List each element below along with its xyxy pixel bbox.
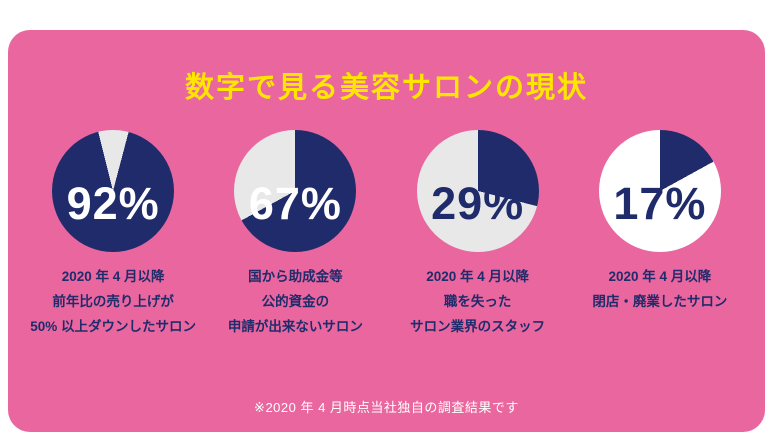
pie-wrap: 29% [416, 130, 539, 252]
caption-line: 公的資金の [261, 293, 330, 309]
chart-block-sales-down: 92% 2020 年 4 月以降 前年比の売り上げが 50% 以上ダウンしたサロ… [22, 130, 204, 340]
caption-line: 2020 年 4 月以降 [61, 269, 165, 284]
chart-caption: 2020 年 4 月以降 職を失った サロン業界のスタッフ [410, 265, 545, 340]
caption-line: 職を失った [443, 293, 512, 309]
caption-line: サロン業界のスタッフ [410, 318, 546, 334]
page-title: 数字で見る美容サロンの現状 [184, 72, 588, 104]
chart-block-no-subsidy: 67% 国から助成金等 公的資金の 申請が出来ないサロン [204, 130, 386, 340]
infographic-card: 数字で見る美容サロンの現状 92% 2020 年 4 月以降 前年比の売り上げが… [8, 30, 765, 432]
charts-row: 92% 2020 年 4 月以降 前年比の売り上げが 50% 以上ダウンしたサロ… [8, 130, 765, 340]
pie-wrap: 67% [234, 130, 357, 252]
caption-line: 50% 以上ダウンしたサロン [30, 318, 197, 334]
pie-17-percent [598, 130, 721, 252]
caption-line: 2020 年 4 月以降 [608, 269, 712, 284]
percent-label: 29% [431, 178, 525, 230]
chart-caption: 2020 年 4 月以降 閉店・廃業したサロン [592, 265, 727, 315]
pie-wrap: 92% [52, 130, 175, 252]
caption-line: 申請が出来ないサロン [227, 318, 363, 334]
percent-label: 92% [66, 178, 160, 230]
chart-block-closed: 17% 2020 年 4 月以降 閉店・廃業したサロン [569, 130, 751, 340]
footnote: ※2020 年 4 月時点当社独自の調査結果です [254, 400, 519, 415]
caption-line: 閉店・廃業したサロン [592, 293, 728, 309]
pie-67-percent [234, 130, 357, 252]
chart-caption: 2020 年 4 月以降 前年比の売り上げが 50% 以上ダウンしたサロン [30, 265, 196, 340]
chart-caption: 国から助成金等 公的資金の 申請が出来ないサロン [228, 265, 363, 340]
chart-block-lost-jobs: 29% 2020 年 4 月以降 職を失った サロン業界のスタッフ [387, 130, 569, 340]
pie-92-percent [52, 130, 175, 252]
percent-label: 67% [248, 178, 342, 230]
caption-line: 国から助成金等 [248, 269, 343, 284]
caption-line: 前年比の売り上げが [52, 293, 174, 309]
percent-label: 17% [613, 178, 707, 230]
pie-29-percent [416, 130, 539, 252]
pie-wrap: 17% [598, 130, 721, 252]
caption-line: 2020 年 4 月以降 [426, 269, 530, 284]
